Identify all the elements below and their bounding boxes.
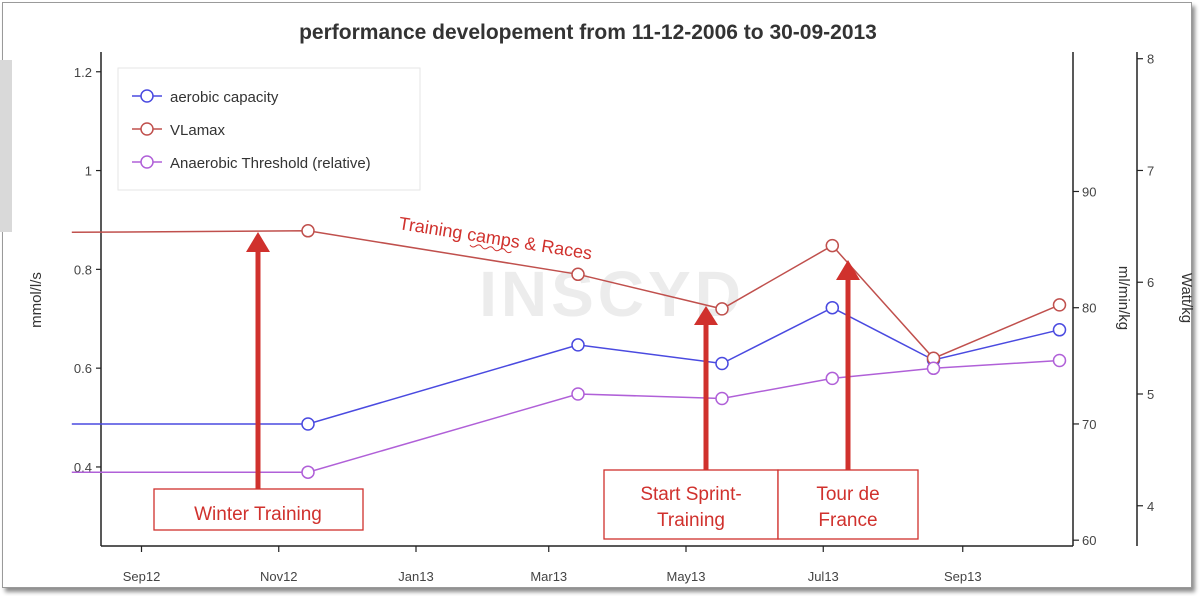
tour-de-france-label-line2: France: [818, 510, 877, 531]
y-left-tick-label: 0.8: [74, 262, 92, 277]
watermark: INSCYD: [479, 258, 745, 330]
y-right2-tick-label: 8: [1147, 52, 1154, 67]
sprint-training-arrowhead: [694, 306, 718, 325]
y-axis-right1-label: ml/min/kg: [1115, 266, 1132, 330]
data-point-anaerobic-threshold-relative: [926, 361, 941, 376]
tour-de-france-arrowhead: [836, 260, 860, 280]
data-point-aerobic-capacity: [301, 417, 315, 431]
y-axis-left-label: mmol/l/s: [28, 272, 45, 328]
y-right1-tick-label: 80: [1082, 301, 1096, 316]
data-point-vlamax: [301, 224, 315, 238]
x-tick-label: Jan13: [398, 569, 433, 584]
data-point-vlamax: [1052, 298, 1067, 312]
data-point-aerobic-capacity: [825, 300, 840, 315]
y-right2-tick-label: 7: [1147, 163, 1154, 178]
y-right2-tick-label: 4: [1147, 499, 1154, 514]
data-point-aerobic-capacity: [1052, 323, 1067, 337]
training-camps-underline: [469, 244, 512, 254]
sprint-training-label-line1: Start Sprint-: [640, 484, 741, 505]
data-point-aerobic-capacity: [715, 356, 729, 371]
legend-box: [117, 67, 421, 191]
x-tick-label: Nov12: [260, 569, 298, 584]
legend-marker-aerobic: [140, 89, 154, 103]
chart-title: performance developement from 11-12-2006…: [299, 21, 877, 44]
series-layer: [71, 224, 1067, 479]
x-tick-label: Jul13: [808, 569, 839, 584]
tour-de-france-label-line1: Tour de: [816, 484, 879, 505]
annotation-tour-de-france: Tour de France: [777, 260, 919, 540]
legend-label-aerobic: aerobic capacity: [170, 89, 279, 106]
y-left-tick-label: 0.6: [74, 361, 92, 376]
data-point-anaerobic-threshold-relative: [301, 465, 315, 479]
y-right1-tick-label: 70: [1082, 417, 1096, 432]
legend-marker-vlamax: [140, 122, 154, 136]
y-left-tick-label: 1: [85, 164, 92, 179]
data-point-vlamax: [715, 302, 729, 316]
y-right2-tick-label: 6: [1147, 275, 1154, 290]
data-point-anaerobic-threshold-relative: [825, 371, 840, 386]
sprint-training-label-line2: Training: [657, 510, 725, 531]
winter-training-label: Winter Training: [194, 504, 322, 525]
data-point-aerobic-capacity: [571, 338, 585, 352]
annotation-winter-training: Winter Training: [153, 232, 364, 531]
series-line-anaerobic-threshold-relative: [71, 359, 1060, 473]
legend-label-vlamax: VLamax: [170, 122, 226, 139]
ticks-layer: Sep12 Nov12 Jan13 Mar13 May13 Jul13 Sep13 0.4 0.…: [74, 52, 1154, 584]
x-tick-label: Sep12: [123, 569, 161, 584]
y-right2-tick-label: 5: [1147, 387, 1154, 402]
annotation-training-camps: Training camps & Races: [397, 213, 593, 263]
training-camps-label: Training camps & Races: [397, 213, 593, 263]
data-point-anaerobic-threshold-relative: [1052, 353, 1067, 368]
legend-marker-threshold: [140, 155, 154, 169]
x-tick-label: Sep13: [944, 569, 982, 584]
annotation-sprint-training: Start Sprint- Training: [603, 306, 779, 540]
legend-label-threshold: Anaerobic Threshold (relative): [170, 155, 371, 172]
sprint-training-box: [603, 469, 779, 540]
data-point-vlamax: [825, 238, 840, 253]
x-tick-label: May13: [666, 569, 705, 584]
y-left-tick-label: 0.4: [74, 460, 92, 475]
x-tick-label: Mar13: [530, 569, 567, 584]
left-edge-bar: [0, 60, 12, 232]
data-point-anaerobic-threshold-relative: [715, 391, 729, 406]
y-left-tick-label: 1.2: [74, 65, 92, 80]
data-point-vlamax: [571, 267, 585, 282]
legend: aerobic capacity VLamax Anaerobic Thresh…: [117, 67, 421, 191]
y-right1-tick-label: 60: [1082, 533, 1096, 548]
y-right1-tick-label: 90: [1082, 184, 1096, 199]
y-axis-right2-label: Watt/kg: [1178, 273, 1195, 323]
winter-training-arrowhead: [246, 232, 270, 252]
data-point-anaerobic-threshold-relative: [571, 387, 585, 401]
